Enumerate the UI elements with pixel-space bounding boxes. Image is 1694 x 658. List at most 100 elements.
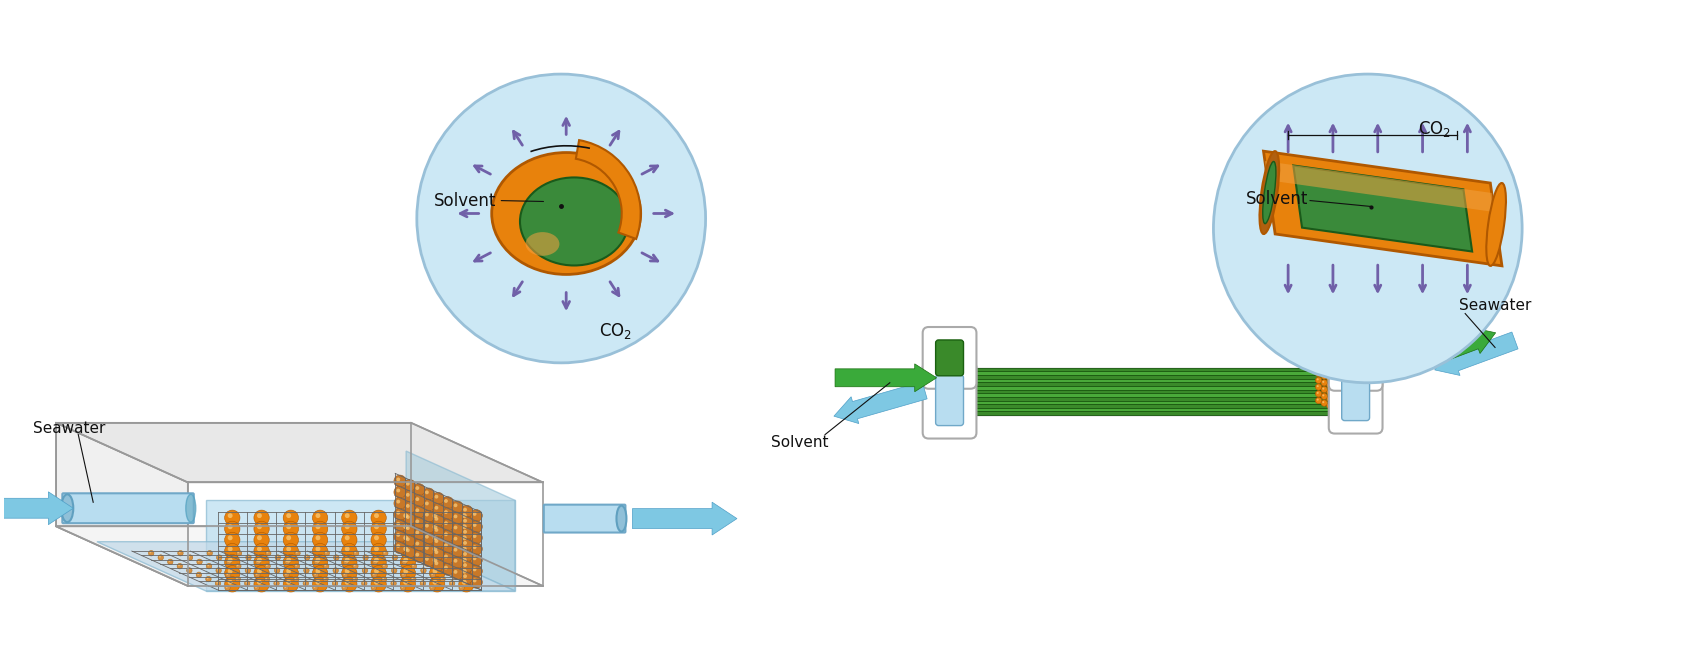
- Circle shape: [403, 546, 415, 558]
- Circle shape: [293, 576, 298, 582]
- Circle shape: [217, 582, 219, 584]
- Circle shape: [178, 563, 183, 569]
- Circle shape: [235, 576, 241, 582]
- Circle shape: [1316, 370, 1321, 376]
- Circle shape: [235, 563, 241, 569]
- Circle shape: [1316, 392, 1318, 394]
- Circle shape: [254, 566, 269, 581]
- Circle shape: [246, 555, 251, 560]
- Circle shape: [1333, 379, 1335, 381]
- Circle shape: [454, 537, 457, 540]
- Circle shape: [283, 585, 288, 590]
- Circle shape: [425, 557, 429, 561]
- Circle shape: [422, 499, 435, 511]
- Polygon shape: [964, 375, 1343, 379]
- Polygon shape: [964, 397, 1343, 401]
- Circle shape: [334, 569, 335, 570]
- Circle shape: [459, 555, 474, 570]
- Circle shape: [312, 566, 327, 581]
- Circle shape: [188, 555, 193, 560]
- Circle shape: [285, 559, 290, 565]
- Circle shape: [925, 380, 933, 388]
- Circle shape: [925, 386, 933, 394]
- Circle shape: [454, 570, 457, 574]
- Circle shape: [473, 523, 476, 527]
- Circle shape: [395, 497, 407, 509]
- Circle shape: [400, 521, 415, 536]
- Circle shape: [471, 520, 483, 533]
- Circle shape: [227, 536, 232, 540]
- Circle shape: [1323, 367, 1325, 369]
- Circle shape: [373, 586, 374, 588]
- Ellipse shape: [1486, 183, 1506, 266]
- Polygon shape: [964, 408, 1343, 411]
- Circle shape: [1331, 371, 1338, 378]
- Circle shape: [1326, 382, 1333, 388]
- Ellipse shape: [61, 494, 73, 522]
- Circle shape: [473, 545, 476, 549]
- Circle shape: [396, 489, 400, 492]
- Circle shape: [371, 585, 376, 590]
- Circle shape: [352, 563, 357, 569]
- Circle shape: [361, 581, 368, 586]
- Circle shape: [422, 488, 435, 500]
- Circle shape: [949, 392, 957, 399]
- Circle shape: [257, 580, 263, 585]
- Polygon shape: [407, 451, 515, 591]
- Circle shape: [207, 563, 212, 569]
- Circle shape: [417, 74, 706, 363]
- Circle shape: [959, 368, 960, 370]
- Polygon shape: [964, 372, 1343, 375]
- Circle shape: [442, 530, 454, 542]
- Circle shape: [925, 393, 933, 401]
- Circle shape: [335, 556, 337, 557]
- Circle shape: [1316, 378, 1318, 380]
- Circle shape: [935, 363, 937, 365]
- Circle shape: [933, 368, 942, 376]
- Circle shape: [949, 378, 957, 386]
- Circle shape: [927, 388, 930, 391]
- Circle shape: [257, 513, 263, 518]
- FancyBboxPatch shape: [63, 494, 193, 523]
- Circle shape: [1338, 395, 1342, 397]
- Circle shape: [371, 566, 386, 581]
- Circle shape: [371, 521, 386, 536]
- Circle shape: [471, 543, 483, 555]
- Circle shape: [393, 556, 395, 557]
- Circle shape: [254, 585, 259, 590]
- Circle shape: [473, 557, 476, 560]
- Circle shape: [949, 405, 957, 413]
- Circle shape: [471, 565, 483, 577]
- Circle shape: [1328, 403, 1330, 406]
- Circle shape: [396, 478, 400, 482]
- Circle shape: [395, 509, 407, 520]
- Circle shape: [371, 532, 386, 547]
- Circle shape: [403, 524, 408, 529]
- Ellipse shape: [525, 232, 559, 256]
- Circle shape: [425, 524, 429, 528]
- FancyBboxPatch shape: [544, 505, 625, 532]
- Circle shape: [346, 557, 349, 563]
- Circle shape: [391, 581, 396, 586]
- Circle shape: [462, 524, 468, 529]
- Circle shape: [1323, 374, 1325, 376]
- Circle shape: [933, 382, 942, 390]
- Circle shape: [381, 576, 386, 582]
- Circle shape: [432, 580, 437, 585]
- Circle shape: [444, 510, 447, 514]
- Circle shape: [374, 513, 379, 518]
- Circle shape: [1328, 384, 1330, 386]
- Circle shape: [371, 576, 386, 592]
- Circle shape: [462, 574, 468, 578]
- Circle shape: [246, 582, 247, 584]
- Circle shape: [346, 569, 349, 574]
- Circle shape: [254, 521, 269, 536]
- Circle shape: [462, 546, 468, 551]
- Circle shape: [459, 576, 474, 592]
- Circle shape: [407, 548, 410, 552]
- Circle shape: [401, 573, 403, 575]
- Circle shape: [227, 513, 232, 518]
- Circle shape: [459, 521, 474, 536]
- Circle shape: [266, 551, 268, 553]
- Circle shape: [346, 513, 349, 518]
